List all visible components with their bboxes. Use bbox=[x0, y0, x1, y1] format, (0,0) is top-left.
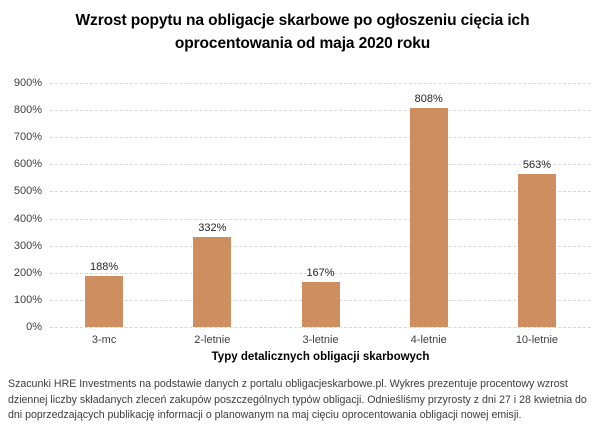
bars: 188% 332% 167% 808% 563% bbox=[50, 83, 591, 327]
gridline bbox=[50, 137, 591, 139]
x-tick-label: 10-letnie bbox=[515, 334, 559, 346]
bar-group: 188% bbox=[50, 83, 158, 327]
bar bbox=[193, 237, 232, 327]
bar-value-label: 167% bbox=[306, 266, 335, 279]
y-tick-label: 400% bbox=[13, 212, 42, 225]
bar-value-label: 563% bbox=[522, 159, 551, 172]
bar-group: 563% bbox=[483, 83, 591, 327]
bar-group: 332% bbox=[158, 83, 266, 327]
gridline bbox=[50, 327, 591, 328]
y-tick-label: 600% bbox=[13, 158, 42, 171]
y-tick-label: 700% bbox=[13, 131, 42, 144]
y-tick-label: 500% bbox=[13, 185, 42, 198]
y-tick-label: 900% bbox=[13, 77, 42, 89]
gridline bbox=[50, 164, 591, 166]
gridline bbox=[50, 83, 591, 84]
x-tick-label: 2-letnie bbox=[194, 334, 231, 346]
gridline bbox=[50, 110, 591, 112]
y-tick-label: 0% bbox=[26, 321, 42, 333]
x-axis-title: Typy detalicznych obligacji skarbowych bbox=[211, 351, 430, 363]
bar bbox=[409, 107, 448, 327]
bar-value-label: 808% bbox=[414, 92, 443, 105]
bar bbox=[301, 281, 340, 327]
y-tick-label: 100% bbox=[13, 293, 42, 306]
bar-value-label: 332% bbox=[198, 222, 227, 234]
x-tick-label: 3-letnie bbox=[302, 334, 339, 346]
bar bbox=[517, 174, 556, 327]
y-tick-label: 800% bbox=[13, 104, 42, 117]
gridline bbox=[50, 272, 591, 274]
x-axis-labels: 3-mc 2-letnie 3-letnie 4-letnie 10-letnie bbox=[50, 334, 591, 346]
gridline bbox=[50, 218, 591, 220]
bar-group: 808% bbox=[375, 83, 483, 327]
bar bbox=[85, 276, 124, 327]
y-tick-label: 300% bbox=[13, 239, 42, 252]
gridline bbox=[50, 245, 591, 247]
source-footnote: Szacunki HRE Investments na podstawie da… bbox=[8, 378, 587, 422]
x-tick-label: 3-mc bbox=[91, 334, 117, 346]
bar-value-label: 188% bbox=[90, 261, 119, 274]
x-tick-label: 4-letnie bbox=[410, 334, 447, 346]
y-axis: 0% 100% 200% 300% 400% 500% 600% 700% 800% 900% bbox=[6, 77, 46, 333]
y-tick-label: 200% bbox=[13, 266, 42, 279]
chart-title: Wzrost popytu na obligacje skarbowe po o… bbox=[75, 12, 530, 52]
gridline bbox=[50, 191, 591, 193]
bar-group: 167% bbox=[266, 83, 374, 327]
